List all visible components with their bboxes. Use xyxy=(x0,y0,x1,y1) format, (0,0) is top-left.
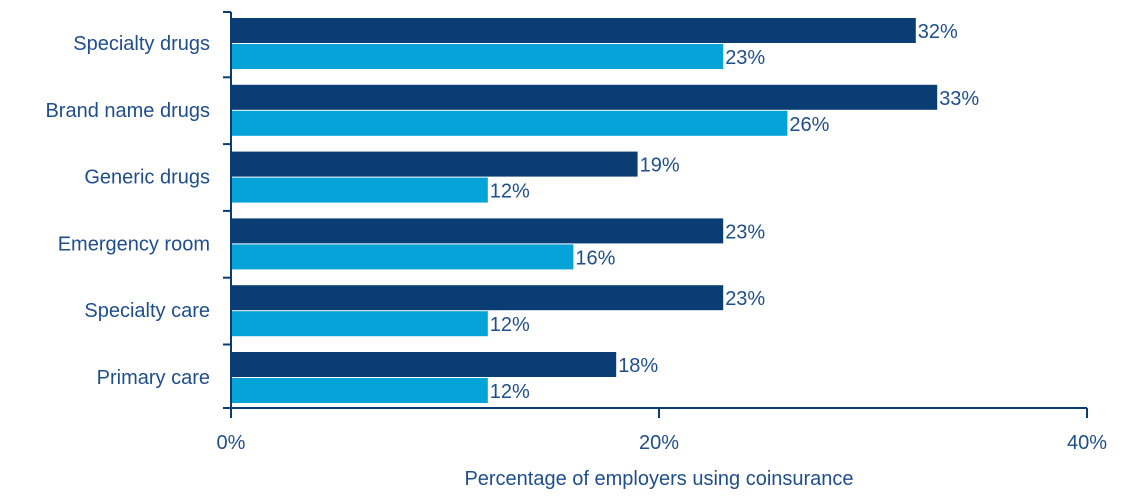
category-label-generic-drugs: Generic drugs xyxy=(84,167,210,189)
value-label-generic-drugs-series-2: 12% xyxy=(490,181,530,203)
category-label-emergency-room: Emergency room xyxy=(58,233,210,255)
value-label-generic-drugs-series-1: 19% xyxy=(640,155,680,177)
bar-brand-name-drugs-series-1 xyxy=(231,84,938,110)
bars-layer xyxy=(231,18,938,403)
axes-layer xyxy=(223,11,1088,418)
value-label-specialty-drugs-series-1: 32% xyxy=(918,21,958,43)
bar-specialty-care-series-1 xyxy=(231,285,724,311)
category-label-specialty-care: Specialty care xyxy=(84,300,210,322)
labels-layer: Specialty drugs 32% 23% Brand name drugs 33%… xyxy=(45,21,1107,454)
bar-primary-care-series-1 xyxy=(231,352,617,377)
value-label-primary-care-series-2: 12% xyxy=(490,381,530,403)
bar-brand-name-drugs-series-2 xyxy=(231,110,788,136)
value-label-brand-name-drugs-series-2: 26% xyxy=(789,114,829,136)
category-label-brand-name-drugs: Brand name drugs xyxy=(45,100,210,122)
bar-generic-drugs-series-2 xyxy=(231,177,488,203)
bar-generic-drugs-series-1 xyxy=(231,151,638,177)
value-label-emergency-room-series-2: 16% xyxy=(575,247,615,269)
bar-emergency-room-series-2 xyxy=(231,244,574,270)
x-tick-label-0: 0% xyxy=(217,432,246,454)
bar-specialty-drugs-series-2 xyxy=(231,44,724,69)
x-axis-title: Percentage of employers using coinsuranc… xyxy=(464,468,853,490)
value-label-specialty-drugs-series-2: 23% xyxy=(725,47,765,69)
category-label-primary-care: Primary care xyxy=(97,367,210,389)
bar-specialty-care-series-2 xyxy=(231,311,488,337)
bar-primary-care-series-2 xyxy=(231,378,488,403)
value-label-specialty-care-series-1: 23% xyxy=(725,288,765,310)
x-tick-label-40: 40% xyxy=(1067,432,1107,454)
value-label-brand-name-drugs-series-1: 33% xyxy=(939,88,979,110)
value-label-primary-care-series-1: 18% xyxy=(618,355,658,377)
bar-specialty-drugs-series-1 xyxy=(231,18,916,43)
value-label-emergency-room-series-1: 23% xyxy=(725,221,765,243)
category-label-specialty-drugs: Specialty drugs xyxy=(73,33,210,55)
x-tick-label-20: 20% xyxy=(639,432,679,454)
bar-emergency-room-series-1 xyxy=(231,218,724,244)
value-label-specialty-care-series-2: 12% xyxy=(490,314,530,336)
